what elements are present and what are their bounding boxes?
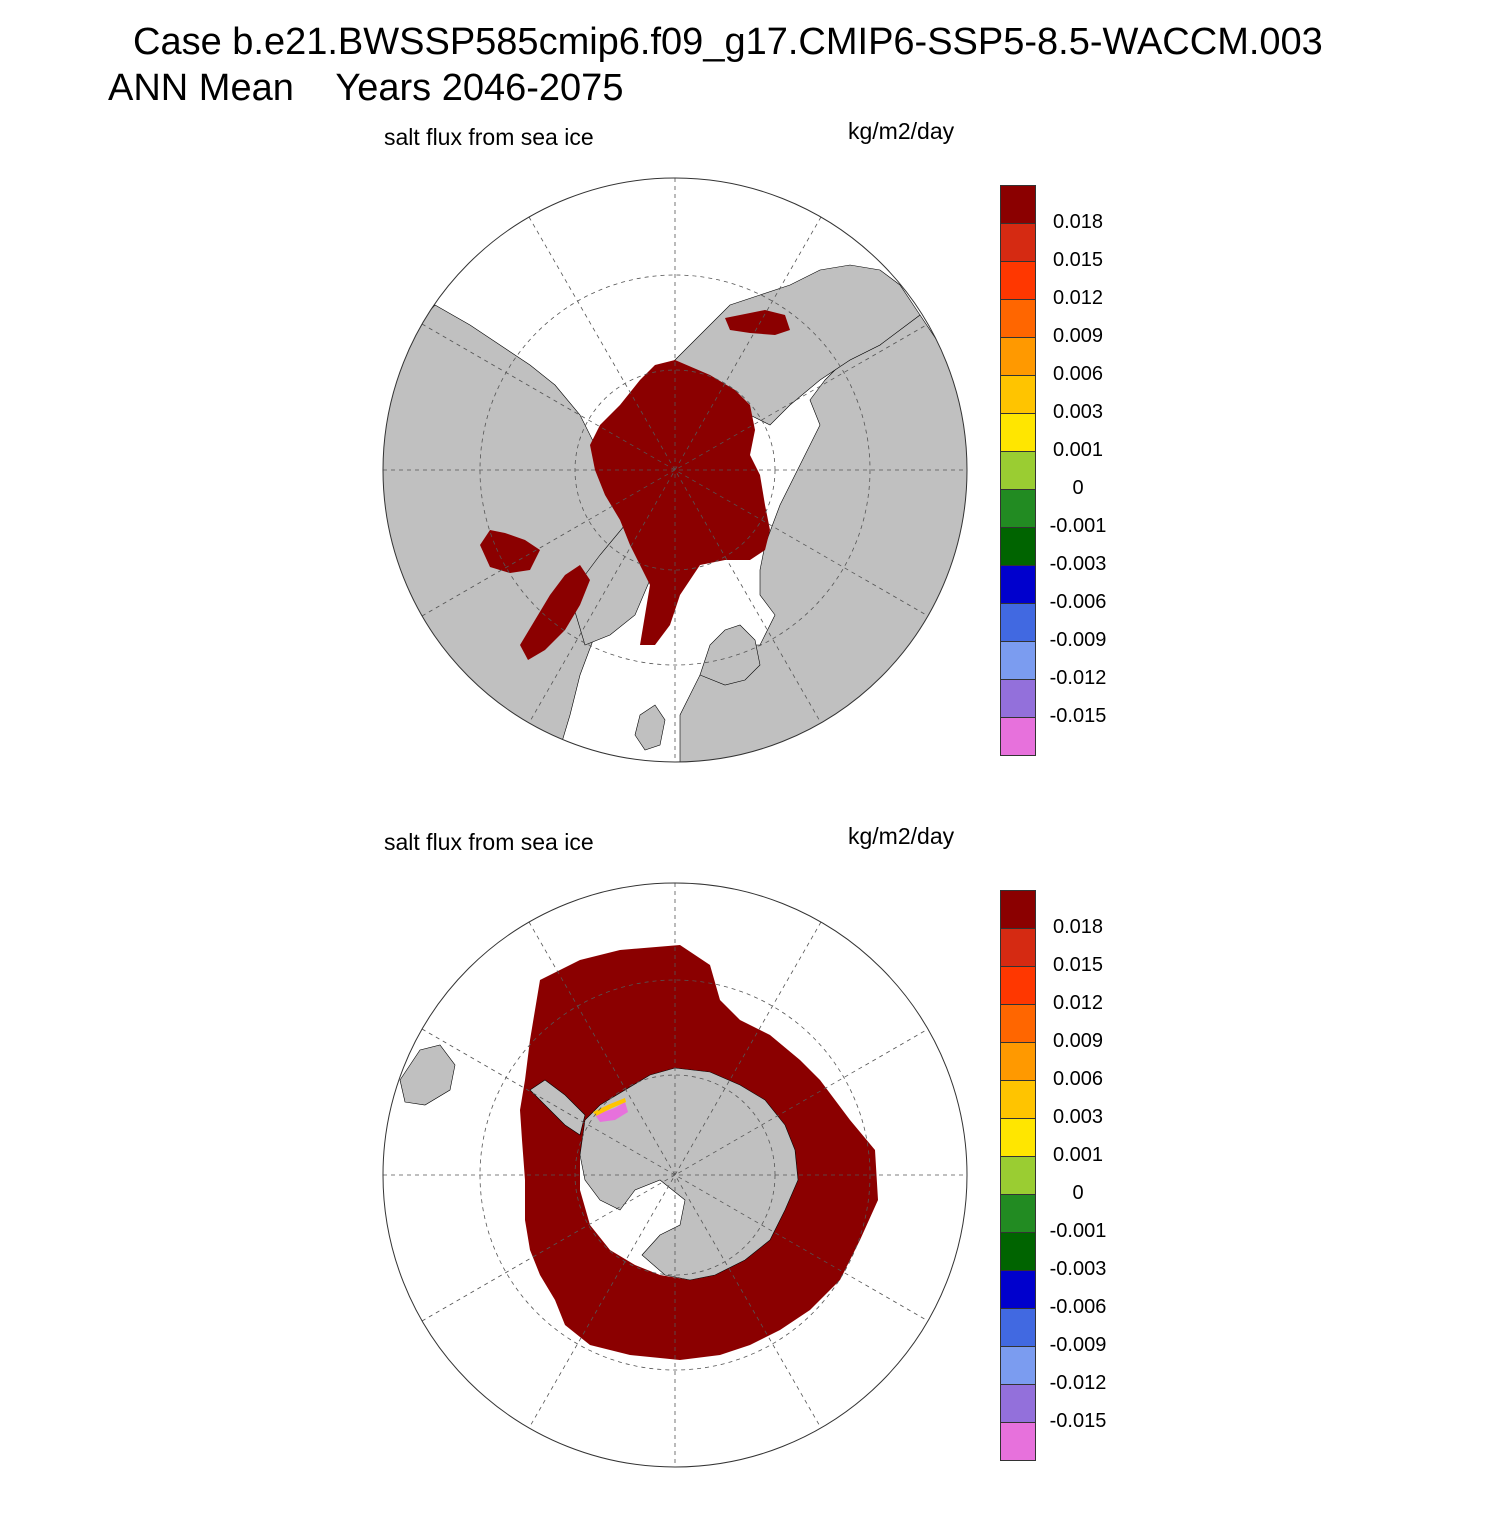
colorbar-tick-label: -0.006 xyxy=(1049,591,1107,613)
colorbar-tick-label: 0 xyxy=(1072,477,1084,499)
colorbar-tick-label: -0.009 xyxy=(1049,629,1107,651)
colorbar-tick-label: -0.015 xyxy=(1049,1410,1107,1432)
north-polar-map xyxy=(382,177,968,763)
colorbar-tick-label: -0.015 xyxy=(1049,705,1107,727)
colorbar-swatch xyxy=(1000,1308,1036,1346)
figure-title-case: Case b.e21.BWSSP585cmip6.f09_g17.CMIP6-S… xyxy=(133,21,1323,63)
north-sea-ice-flux-labrador xyxy=(520,565,590,660)
colorbar-swatch xyxy=(1000,185,1036,223)
colorbar-swatch xyxy=(1000,223,1036,261)
variable-label: salt flux from sea ice xyxy=(384,124,594,150)
south-graticule xyxy=(383,883,967,1467)
colorbar-swatch xyxy=(1000,413,1036,451)
colorbar-tick-label: -0.003 xyxy=(1049,1258,1107,1280)
colorbar-swatch xyxy=(1000,1156,1036,1194)
colorbar-swatch xyxy=(1000,641,1036,679)
colorbar-swatch xyxy=(1000,928,1036,966)
colorbar-swatch xyxy=(1000,261,1036,299)
colorbar-tick-label: 0.015 xyxy=(1052,249,1104,271)
colorbar-tick-label: 0.003 xyxy=(1052,1106,1104,1128)
colorbar-tick-label: 0.001 xyxy=(1052,439,1104,461)
colorbar-swatch xyxy=(1000,1004,1036,1042)
colorbar-swatch xyxy=(1000,565,1036,603)
colorbar-swatch xyxy=(1000,489,1036,527)
north-graticule xyxy=(383,178,967,762)
south-negative-flux-patch xyxy=(595,1102,628,1122)
colorbar-swatch xyxy=(1000,1270,1036,1308)
colorbar-swatch xyxy=(1000,337,1036,375)
variable-label: salt flux from sea ice xyxy=(384,829,594,855)
colorbar-swatch xyxy=(1000,1194,1036,1232)
colorbar-swatch xyxy=(1000,1346,1036,1384)
colorbar-swatch xyxy=(1000,603,1036,641)
south-positive-edge xyxy=(593,1098,626,1116)
south-land-south-america xyxy=(399,1044,456,1106)
south-land-antarctic-peninsula xyxy=(529,1079,586,1136)
colorbar-tick-label: -0.001 xyxy=(1049,1220,1107,1242)
units-label: kg/m2/day xyxy=(848,823,955,849)
south-map-boundary xyxy=(382,882,968,1468)
south-hemisphere-panel: salt flux from sea ice kg/m2/day xyxy=(0,815,1500,1515)
colorbar-swatch xyxy=(1000,966,1036,1004)
colorbar-tick-label: 0 xyxy=(1072,1182,1084,1204)
north-map-boundary xyxy=(382,177,968,763)
north-land-uk xyxy=(634,704,666,751)
colorbar-swatch xyxy=(1000,1232,1036,1270)
north-hemisphere-panel: salt flux from sea ice kg/m2/day xyxy=(0,110,1500,810)
colorbar-swatch xyxy=(1000,1042,1036,1080)
colorbar-swatch xyxy=(1000,1080,1036,1118)
south-sea-ice-flux xyxy=(520,945,878,1360)
colorbar-tick-label: 0.006 xyxy=(1052,1068,1104,1090)
north-sea-ice-flux-okhotsk xyxy=(725,310,790,335)
north-land-scandinavia xyxy=(699,624,761,686)
colorbar-tick-label: 0.018 xyxy=(1052,916,1104,938)
colorbar-swatch xyxy=(1000,1422,1036,1461)
colorbar-tick-label: 0.009 xyxy=(1052,325,1104,347)
colorbar-swatch xyxy=(1000,375,1036,413)
colorbar-tick-label: -0.009 xyxy=(1049,1334,1107,1356)
colorbar-tick-label: 0.018 xyxy=(1052,211,1104,233)
colorbar-tick-label: 0.012 xyxy=(1052,992,1104,1014)
colorbar-tick-label: 0.001 xyxy=(1052,1144,1104,1166)
colorbar-swatch xyxy=(1000,679,1036,717)
south-colorbar xyxy=(1000,890,1036,1461)
north-sea-ice-flux-hudson xyxy=(480,530,540,573)
units-label: kg/m2/day xyxy=(848,118,955,144)
colorbar-tick-label: 0.009 xyxy=(1052,1030,1104,1052)
colorbar-swatch xyxy=(1000,1384,1036,1422)
colorbar-swatch xyxy=(1000,527,1036,565)
south-polar-map xyxy=(382,882,968,1468)
colorbar-tick-label: -0.012 xyxy=(1049,667,1107,689)
colorbar-tick-label: -0.006 xyxy=(1049,1296,1107,1318)
colorbar-tick-label: 0.003 xyxy=(1052,401,1104,423)
colorbar-swatch xyxy=(1000,717,1036,756)
south-land-antarctica xyxy=(579,1067,799,1281)
colorbar-swatch xyxy=(1000,890,1036,928)
colorbar-swatch xyxy=(1000,451,1036,489)
north-sea-ice-flux xyxy=(590,360,770,645)
colorbar-tick-label: 0.012 xyxy=(1052,287,1104,309)
colorbar-tick-label: -0.012 xyxy=(1049,1372,1107,1394)
figure-title-period: ANN Mean Years 2046-2075 xyxy=(108,67,624,109)
colorbar-swatch xyxy=(1000,1118,1036,1156)
colorbar-tick-label: 0.006 xyxy=(1052,363,1104,385)
colorbar-swatch xyxy=(1000,299,1036,337)
colorbar-tick-label: 0.015 xyxy=(1052,954,1104,976)
colorbar-tick-label: -0.003 xyxy=(1049,553,1107,575)
north-colorbar xyxy=(1000,185,1036,756)
colorbar-tick-label: -0.001 xyxy=(1049,515,1107,537)
